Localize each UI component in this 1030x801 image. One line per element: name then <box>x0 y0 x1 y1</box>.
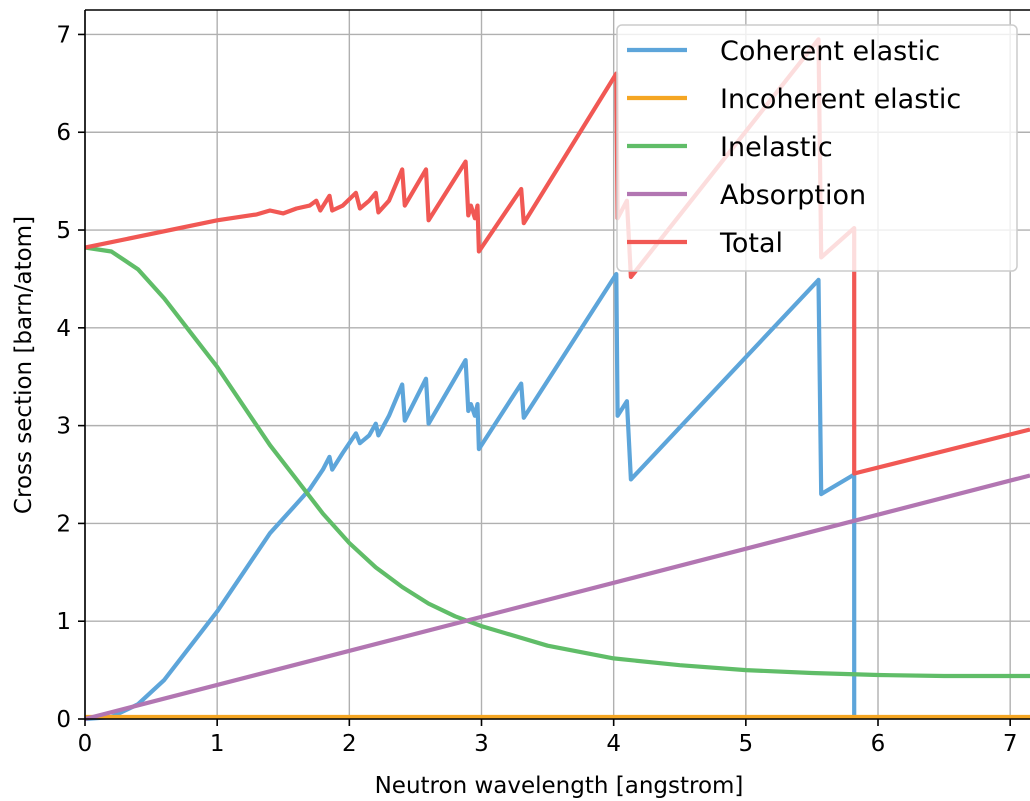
y-tick-label: 1 <box>56 609 71 635</box>
y-axis-label: Cross section [barn/atom] <box>11 216 37 514</box>
y-tick-label: 4 <box>56 316 71 342</box>
legend-label-3: Absorption <box>720 180 866 211</box>
y-tick-label: 3 <box>56 414 71 440</box>
series-line-2 <box>84 245 1030 679</box>
series-line-0 <box>84 271 857 722</box>
x-axis-label: Neutron wavelength [angstrom] <box>375 773 744 799</box>
y-tick-label: 6 <box>56 120 71 146</box>
y-tick-label: 0 <box>56 707 71 733</box>
axes: 0 1 2 3 4 5 6 7 0 1 2 3 4 5 6 7 <box>56 9 1030 757</box>
y-tick-label: 5 <box>56 218 71 244</box>
x-tick-label: 3 <box>474 731 489 757</box>
series-line-3 <box>84 473 1030 722</box>
legend-frame <box>616 24 1018 272</box>
x-tick-label: 2 <box>342 731 357 757</box>
x-tick-label: 1 <box>210 731 225 757</box>
legend-label-2: Inelastic <box>720 132 833 163</box>
x-tick-label: 7 <box>1003 731 1018 757</box>
legend-label-4: Total <box>719 228 783 259</box>
y-tick-label: 2 <box>56 511 71 537</box>
series-lines <box>84 37 1030 722</box>
legend: Coherent elastic Incoherent elastic Inelas… <box>616 24 1018 272</box>
y-tick-label: 7 <box>56 22 71 48</box>
x-tick-label: 5 <box>739 731 754 757</box>
legend-label-0: Coherent elastic <box>720 36 940 67</box>
x-tick-label: 4 <box>606 731 621 757</box>
legend-label-1: Incoherent elastic <box>720 84 961 115</box>
x-tick-label: 0 <box>78 731 93 757</box>
x-tick-label: 6 <box>871 731 886 757</box>
